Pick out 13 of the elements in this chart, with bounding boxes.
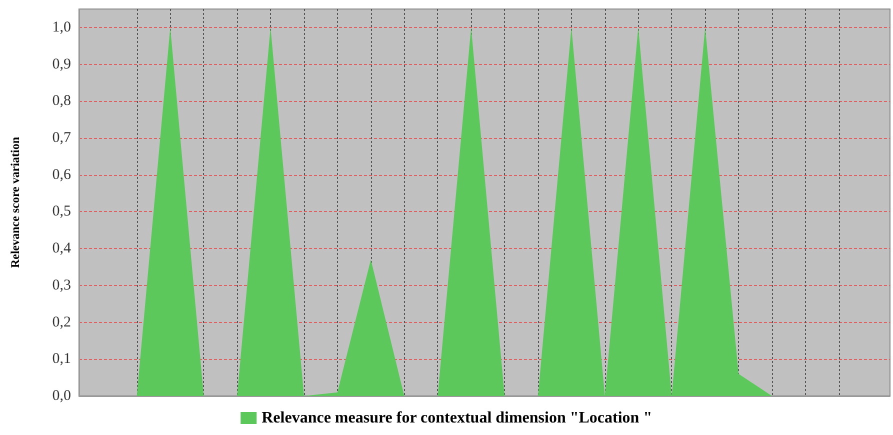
y-tick-label: 1,0 [52, 19, 71, 36]
y-axis-title: Relevance score variation [8, 136, 22, 268]
y-tick-label: 0,4 [52, 240, 72, 257]
y-tick-label: 0,8 [52, 93, 71, 110]
y-tick-label: 0,2 [52, 314, 71, 330]
y-tick-label: 0,7 [52, 130, 72, 146]
y-tick-label: 0,6 [52, 166, 72, 183]
legend-label: Relevance measure for contextual dimension "Location " [262, 410, 652, 426]
y-tick-label: 0,0 [52, 388, 71, 404]
y-tick-label: 0,1 [52, 351, 71, 368]
y-tick-label: 0,3 [52, 277, 71, 294]
y-tick-label: 0,9 [52, 56, 71, 72]
y-tick-label: 0,5 [52, 204, 71, 220]
